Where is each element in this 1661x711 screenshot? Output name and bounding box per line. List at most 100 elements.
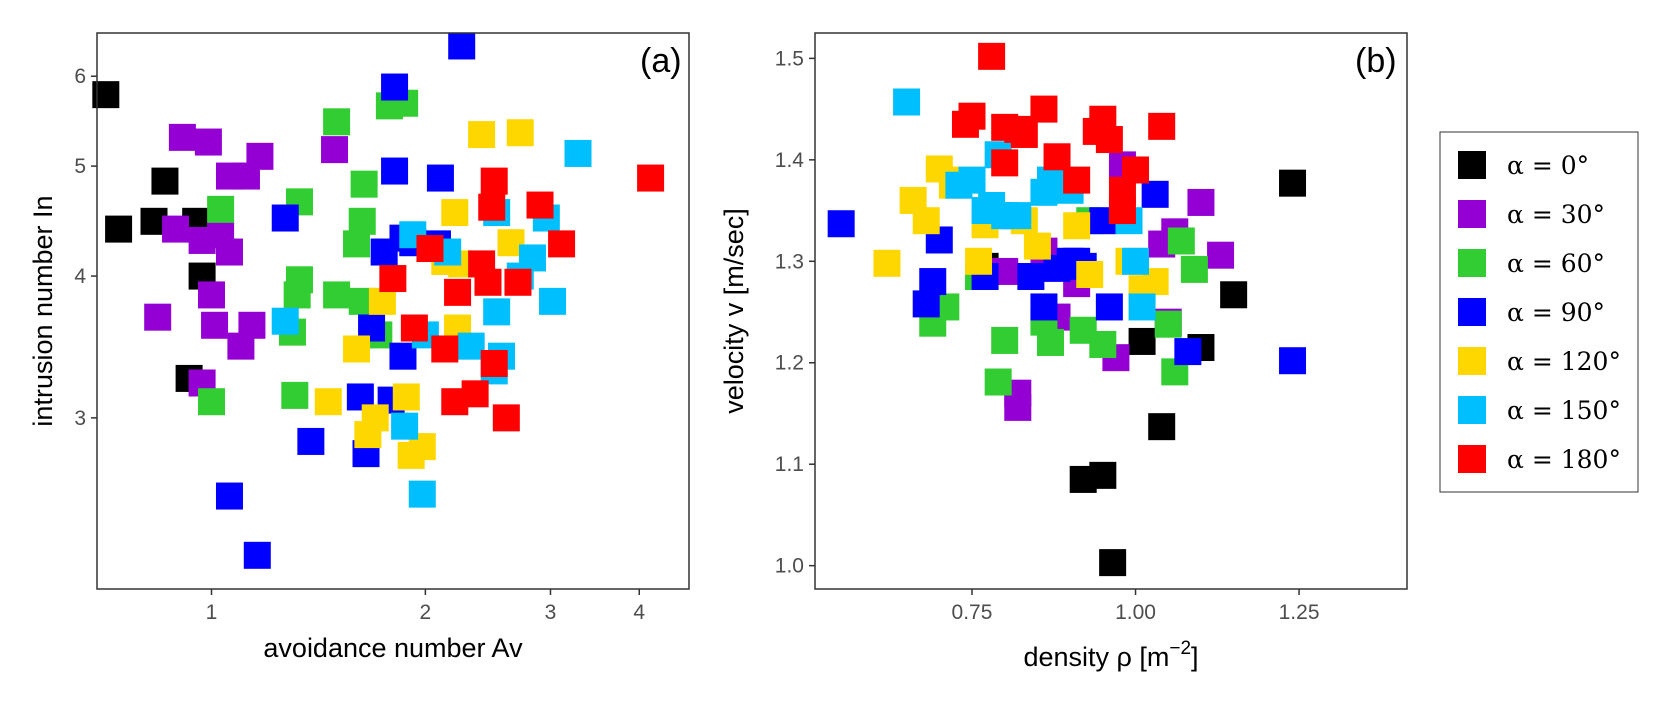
panel-a-point [144, 303, 172, 331]
panel-b-point [1063, 212, 1091, 240]
panel-a-point [391, 412, 419, 440]
legend-label: α = 60° [1507, 249, 1605, 278]
panel-b-point [1180, 255, 1208, 283]
panel-b-point [1122, 156, 1150, 184]
panel-a-x-tick-label: 1 [206, 601, 218, 624]
panel-b-point [1279, 347, 1307, 375]
panel-b-x-axis-title: density ρ [m−2] [1023, 638, 1198, 672]
panel-a-point [480, 349, 508, 377]
panel-a-x-axis-title: avoidance number Av [263, 633, 523, 663]
panel-b-point [1030, 95, 1058, 123]
panel-b-y-tick-label: 1.4 [775, 149, 805, 172]
panel-b-point [1017, 263, 1045, 291]
panel-b-point [1154, 310, 1182, 338]
panel-b-point [971, 197, 999, 225]
panel-a-point [368, 287, 396, 315]
panel-a: 1 2 3 4 3 4 5 6 (a) avoidance number Av intrusi… [28, 32, 690, 663]
panel-a-point [343, 230, 371, 258]
panel-a-point [283, 281, 311, 309]
panel-a-point [474, 268, 502, 296]
panel-a-point [400, 314, 428, 342]
panel-b-point [1148, 112, 1176, 140]
legend-swatch [1458, 200, 1486, 228]
panel-b-point [1099, 549, 1127, 577]
legend-swatch [1458, 151, 1486, 179]
panel-a-point [548, 230, 576, 258]
panel-a-y-tick-label: 4 [74, 265, 86, 288]
panel-a-point [637, 164, 665, 192]
panel-a-point [215, 238, 243, 266]
panel-b-y-tick-label: 1.2 [775, 352, 804, 375]
panel-a-point [323, 108, 351, 136]
panel-a-y-axis-title: intrusion number In [28, 195, 58, 426]
legend-label: α = 180° [1507, 445, 1621, 474]
panel-a-point [246, 142, 274, 170]
panel-a-x-tick-label: 3 [545, 601, 557, 624]
panel-b-y-axis-title: velocity v [m/sec] [719, 208, 749, 414]
panel-a-ticks: 1 2 3 4 3 4 5 6 [74, 65, 645, 624]
panel-b-point [1141, 180, 1169, 208]
legend-label: α = 30° [1507, 200, 1605, 229]
panel-a-point [426, 164, 454, 192]
panel-a-y-tick-label: 6 [74, 65, 86, 88]
panel-a-point [238, 311, 266, 339]
panel-b-point [1207, 241, 1235, 269]
panel-a-point [271, 307, 299, 335]
panel-b-point [1043, 143, 1071, 171]
panel-b-point [1174, 338, 1202, 366]
panel-a-point [408, 480, 436, 508]
panel-a-x-tick-label: 2 [420, 601, 432, 624]
panel-b-frame [814, 32, 1408, 590]
panel-b-point [1095, 126, 1123, 154]
panel-b-point [1063, 166, 1091, 194]
panel-a-point [350, 170, 378, 198]
panel-a-point [416, 235, 444, 263]
panel-b-point [1128, 293, 1156, 321]
panel-b-y-tick-label: 1.1 [775, 453, 804, 476]
panel-b-point [1004, 393, 1032, 421]
legend-swatch [1458, 396, 1486, 424]
panel-b-point [991, 326, 1019, 354]
panel-b-point [912, 290, 940, 318]
panel-a-point [468, 121, 496, 149]
legend-label: α = 150° [1507, 396, 1621, 425]
panel-a-point [207, 195, 235, 223]
panel-a-point [483, 298, 511, 326]
panel-b-point [1089, 330, 1117, 358]
panel-a-point [526, 191, 554, 219]
panel-a-point [215, 482, 243, 510]
panel-a-point [194, 128, 222, 156]
panel-a-point [297, 427, 325, 455]
panel-a-y-tick-label: 3 [74, 407, 86, 430]
panel-a-point [162, 215, 190, 243]
panel-a-point [506, 119, 534, 147]
panel-a-point [151, 167, 179, 195]
legend-swatch [1458, 298, 1486, 326]
panel-a-point [564, 139, 592, 167]
panel-a-point [281, 381, 309, 409]
panel-a-point [168, 123, 196, 151]
panel-a-y-tick-label: 5 [74, 155, 86, 178]
panel-b-point [1095, 293, 1123, 321]
panel-b-ticks: 0.75 1.00 1.25 1.0 1.1 1.2 1.3 1.4 1.5 [775, 47, 1320, 624]
panel-a-label: (a) [640, 42, 682, 80]
panel-b-point [1279, 169, 1307, 197]
panel-a-point [314, 388, 342, 416]
panel-b-point [1036, 328, 1064, 356]
panel-a-point [323, 281, 351, 309]
legend-swatch [1458, 347, 1486, 375]
panel-a-point [271, 204, 299, 232]
panel-a-frame [96, 32, 690, 590]
panel-b-point [1030, 178, 1058, 206]
panel-a-point [457, 332, 485, 360]
panel-b-point [893, 88, 921, 116]
panel-b-point [1089, 461, 1117, 489]
panel-b-markers [827, 42, 1307, 577]
legend-swatch [1458, 249, 1486, 277]
panel-b-point [965, 247, 993, 275]
panel-b-point [1023, 232, 1051, 260]
panel-b-y-tick-label: 1.5 [775, 47, 804, 70]
legend-label: α = 0° [1507, 151, 1589, 180]
panel-b-x-axis-title-end: ] [1191, 642, 1199, 672]
